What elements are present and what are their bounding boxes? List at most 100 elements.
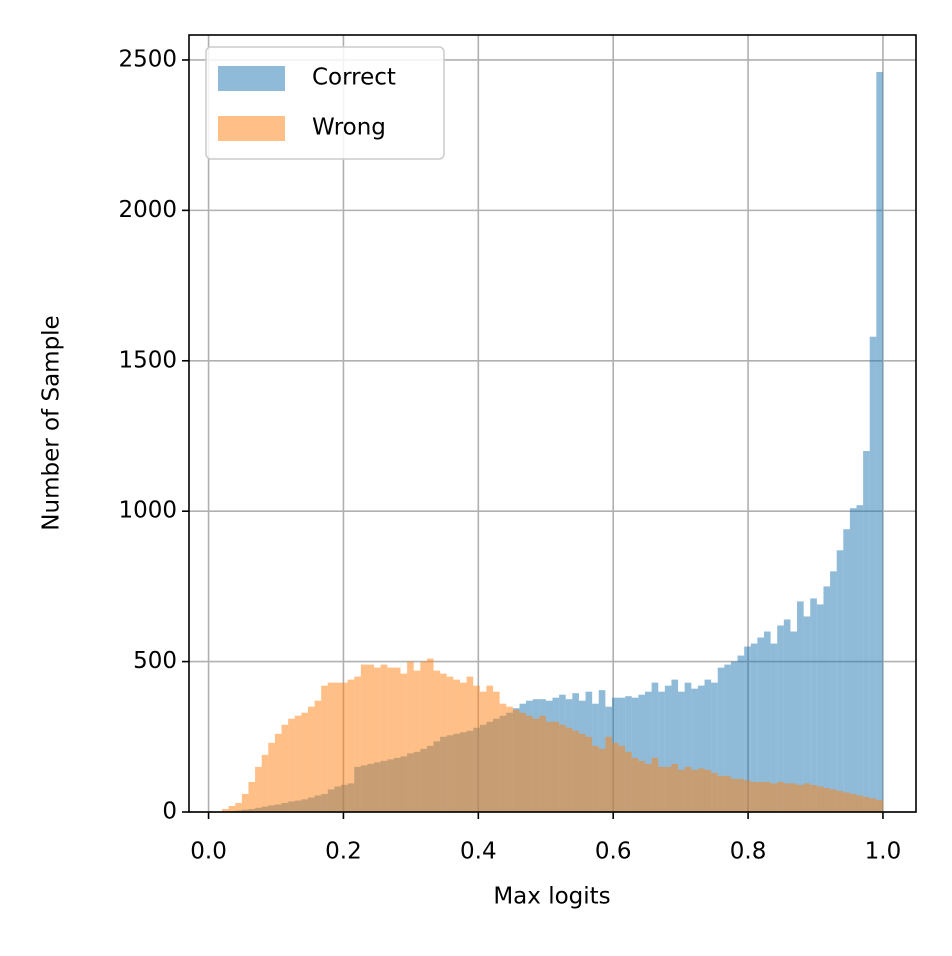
histogram-bar	[757, 637, 764, 812]
histogram-bar	[770, 783, 778, 812]
histogram-bar	[711, 682, 718, 812]
histogram-bar	[493, 691, 500, 812]
histogram-bar	[631, 757, 639, 812]
histogram-bar	[803, 783, 811, 812]
legend-swatch	[218, 66, 285, 91]
histogram-bar	[578, 733, 586, 812]
histogram-bar	[711, 772, 718, 812]
histogram-bar	[565, 727, 573, 812]
histogram-bar	[830, 571, 837, 812]
histogram-bar	[823, 586, 831, 812]
y-tick-label: 2000	[118, 197, 177, 223]
histogram-bar	[836, 550, 844, 812]
histogram-bar	[651, 682, 659, 812]
y-tick-label: 1000	[118, 498, 177, 524]
histogram-bar	[519, 712, 527, 812]
histogram-bar	[248, 781, 256, 812]
histogram-bar	[684, 682, 692, 812]
histogram-bar	[763, 631, 771, 812]
histogram-bar	[684, 766, 692, 812]
x-axis-label: Max logits	[493, 884, 610, 910]
histogram-bar	[783, 619, 791, 812]
histogram-bar	[446, 676, 454, 812]
histogram-bar	[393, 667, 401, 812]
histogram-bar	[222, 808, 229, 812]
histogram-bar	[327, 682, 335, 812]
histogram-bar	[777, 625, 784, 812]
histogram-bar	[876, 72, 883, 812]
histogram-bar	[618, 745, 626, 812]
histogram-bar	[440, 673, 447, 812]
histogram-bar	[830, 789, 837, 812]
histogram-bar	[314, 700, 322, 812]
histogram-bar	[473, 685, 480, 812]
histogram-bar	[241, 793, 249, 812]
histogram-bar	[724, 664, 731, 812]
histogram-bar	[420, 661, 427, 812]
histogram-bar	[671, 763, 679, 812]
x-tick-label: 0.0	[190, 839, 227, 865]
histogram-bar	[876, 799, 883, 812]
histogram-bar	[664, 766, 672, 812]
histogram-bar	[783, 783, 791, 812]
histogram-bar	[559, 724, 566, 812]
histogram-bar	[843, 529, 850, 812]
histogram-bar	[810, 598, 817, 812]
histogram-bar	[658, 691, 665, 812]
histogram-bar	[321, 685, 328, 812]
histogram-bar	[790, 631, 798, 812]
histogram-bar	[790, 783, 798, 812]
histogram-bar	[737, 655, 745, 812]
y-axis-label: Number of Sample	[39, 315, 65, 530]
histogram-bar	[816, 604, 824, 812]
histogram-bar	[737, 778, 745, 812]
histogram-bar	[625, 751, 632, 812]
histogram-bar	[803, 616, 811, 812]
histogram-bar	[341, 682, 348, 812]
histogram-bar	[638, 760, 646, 812]
histogram-bar	[631, 697, 639, 812]
histogram-bar	[426, 658, 434, 812]
histogram-bar	[235, 802, 242, 812]
histogram-bar	[691, 769, 698, 812]
plot-frame	[188, 34, 917, 813]
histogram-bar	[744, 646, 751, 812]
histogram-bar	[843, 792, 850, 812]
histogram-bar	[506, 706, 513, 812]
histogram-bar	[797, 601, 804, 812]
histogram-bar	[704, 769, 712, 812]
histogram-bar	[380, 664, 388, 812]
x-tick-label: 0.4	[460, 839, 497, 865]
legend-label: Wrong	[312, 115, 386, 141]
histogram-bar	[592, 745, 599, 812]
histogram-bar	[856, 795, 864, 812]
histogram-bar	[704, 679, 712, 812]
histogram-bar	[413, 670, 421, 812]
histogram-bar	[453, 679, 460, 812]
histogram-bar	[532, 718, 540, 812]
histogram-bar	[724, 775, 731, 812]
histogram-bar	[678, 769, 685, 812]
histogram-bar	[294, 715, 302, 812]
histogram-bar	[717, 667, 725, 812]
histogram-bar	[274, 733, 282, 812]
histogram-bar	[638, 694, 646, 812]
histogram-bar	[816, 786, 824, 812]
legend-label: Correct	[312, 65, 396, 91]
histogram-bar	[678, 691, 685, 812]
histogram-bar	[645, 691, 652, 812]
histogram-bar	[347, 679, 355, 812]
histogram-bar	[849, 508, 857, 812]
histogram-bar	[757, 781, 764, 812]
histogram-bar	[869, 798, 877, 812]
y-tick-label: 1500	[118, 347, 177, 373]
histogram-bar	[598, 748, 606, 812]
histogram-bar	[671, 679, 679, 812]
histogram-bar	[552, 721, 560, 812]
histogram-bar	[770, 643, 778, 812]
legend-swatch	[218, 116, 285, 141]
histogram-bar	[697, 768, 705, 812]
histogram-bar	[499, 703, 507, 812]
histogram-bar	[466, 676, 474, 812]
